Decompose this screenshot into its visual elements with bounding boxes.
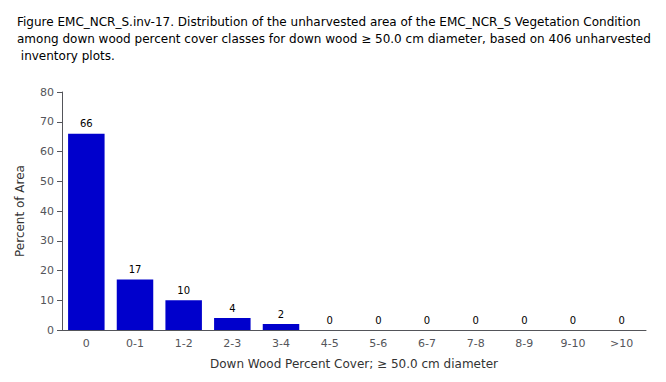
- svg-text:0: 0: [472, 315, 478, 326]
- svg-text:Percent of Area: Percent of Area: [13, 165, 27, 257]
- svg-text:3-4: 3-4: [272, 337, 290, 350]
- svg-text:4: 4: [229, 303, 235, 314]
- svg-text:2: 2: [278, 309, 284, 320]
- svg-text:among down wood percent cover: among down wood percent cover classes fo…: [17, 32, 651, 46]
- svg-text:70: 70: [40, 115, 54, 128]
- svg-text:9-10: 9-10: [561, 337, 586, 350]
- svg-text:0: 0: [47, 324, 54, 337]
- svg-text:0: 0: [570, 315, 576, 326]
- svg-text:8-9: 8-9: [515, 337, 533, 350]
- svg-text:0: 0: [326, 315, 332, 326]
- svg-text:6-7: 6-7: [418, 337, 436, 350]
- svg-text:Down Wood Percent Cover; ≥ 50.: Down Wood Percent Cover; ≥ 50.0 cm diame…: [210, 357, 498, 371]
- svg-text:>10: >10: [610, 337, 633, 350]
- svg-text:0-1: 0-1: [126, 337, 144, 350]
- svg-text:66: 66: [80, 118, 93, 129]
- svg-text:Figure EMC_NCR_S.inv-17. Distr: Figure EMC_NCR_S.inv-17. Distribution of…: [17, 15, 644, 29]
- svg-text:50: 50: [40, 175, 54, 188]
- svg-text:30: 30: [40, 234, 54, 247]
- svg-text:4-5: 4-5: [321, 337, 339, 350]
- svg-text:0: 0: [521, 315, 527, 326]
- svg-text:20: 20: [40, 264, 54, 277]
- svg-text:40: 40: [40, 205, 54, 218]
- svg-text:10: 10: [177, 285, 190, 296]
- svg-text:5-6: 5-6: [369, 337, 387, 350]
- svg-text:7-8: 7-8: [467, 337, 485, 350]
- svg-text:2-3: 2-3: [223, 337, 241, 350]
- svg-text:10: 10: [40, 294, 54, 307]
- svg-text:80: 80: [40, 86, 54, 99]
- svg-text:1-2: 1-2: [175, 337, 193, 350]
- svg-text:inventory plots.: inventory plots.: [17, 49, 115, 63]
- svg-text:0: 0: [424, 315, 430, 326]
- svg-text:0: 0: [375, 315, 381, 326]
- svg-text:60: 60: [40, 145, 54, 158]
- svg-text:0: 0: [83, 337, 90, 350]
- svg-text:17: 17: [129, 264, 142, 275]
- svg-text:0: 0: [618, 315, 624, 326]
